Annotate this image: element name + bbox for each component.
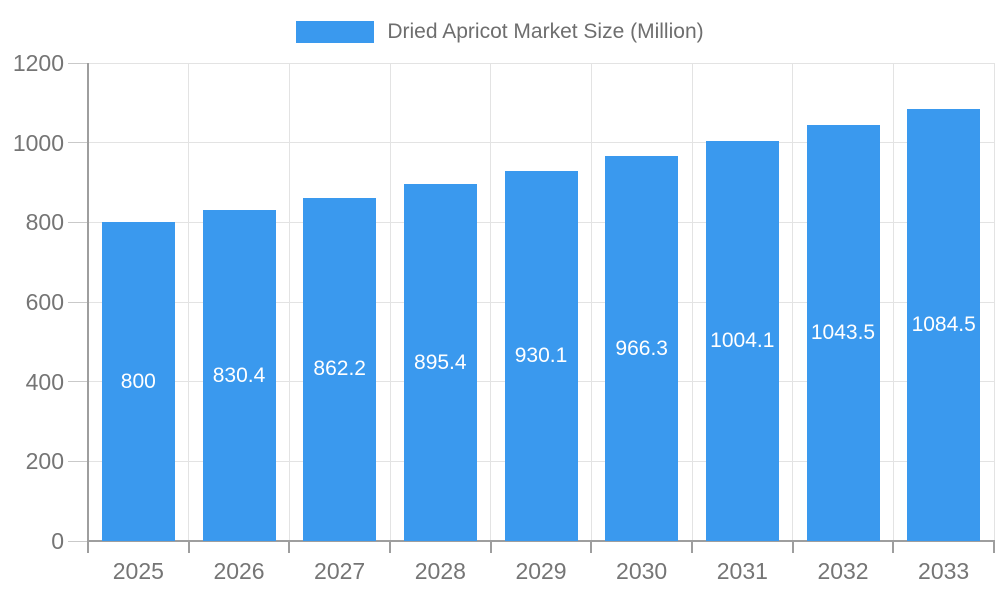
bar[interactable] [806, 125, 880, 541]
bar[interactable] [705, 141, 779, 541]
h-gridline [88, 142, 994, 144]
x-tick-label: 2027 [314, 558, 366, 584]
v-gridline [389, 63, 391, 541]
x-axis-tick [590, 541, 593, 553]
legend-swatch [296, 21, 375, 43]
y-tick-label: 1000 [12, 129, 64, 156]
x-axis-tick [389, 541, 391, 553]
x-tick-label: 2032 [817, 558, 869, 584]
v-gridline [188, 63, 190, 541]
bar[interactable] [403, 184, 477, 541]
bar-value-label: 800 [120, 369, 156, 393]
x-tick-label: 2026 [213, 558, 265, 584]
y-tick-label: 600 [25, 289, 64, 315]
x-tick-label: 2033 [918, 558, 970, 584]
x-tick-label: 2028 [414, 558, 466, 584]
bar-value-label: 830.4 [212, 363, 266, 387]
v-gridline [792, 63, 794, 541]
bar[interactable] [202, 210, 276, 541]
x-axis-tick [489, 541, 492, 553]
bar-value-label: 1004.1 [710, 329, 775, 352]
bar-value-label: 895.4 [414, 350, 467, 374]
bar-value-label: 862.2 [313, 357, 366, 381]
bar[interactable] [101, 222, 175, 541]
y-axis-tick [68, 381, 88, 383]
x-tick-label: 2025 [112, 558, 164, 584]
y-axis-tick [68, 62, 88, 64]
bar[interactable] [907, 109, 981, 541]
v-gridline [691, 63, 693, 541]
v-gridline [892, 63, 894, 541]
v-gridline [993, 63, 995, 541]
y-axis-tick [68, 221, 88, 223]
bar[interactable] [605, 156, 679, 541]
bar-value-label: 1043.5 [810, 321, 876, 345]
x-axis-tick [288, 541, 291, 553]
y-tick-label: 400 [25, 368, 64, 395]
x-axis-line [87, 540, 995, 542]
x-axis-tick [993, 541, 995, 553]
y-axis-tick [68, 142, 88, 144]
legend-label: Dried Apricot Market Size (Million) [387, 20, 704, 43]
bar-value-label: 966.3 [615, 336, 668, 360]
x-tick-label: 2029 [515, 558, 567, 584]
bar-value-label: 930.1 [514, 343, 568, 367]
v-gridline [590, 63, 592, 541]
y-tick-label: 200 [25, 448, 64, 475]
x-axis-tick [187, 541, 190, 553]
chart-legend[interactable]: Dried Apricot Market Size (Million) [0, 19, 1000, 45]
y-axis-tick [68, 460, 88, 462]
y-tick-label: 800 [25, 209, 64, 236]
v-gridline [288, 63, 290, 541]
v-gridline [490, 63, 492, 541]
x-axis-tick [892, 541, 895, 553]
y-tick-label: 0 [51, 528, 64, 554]
x-tick-label: 2030 [616, 558, 668, 584]
y-tick-label: 1200 [12, 50, 64, 76]
y-axis-line [87, 63, 89, 553]
bar-value-label: 1084.5 [911, 313, 976, 336]
x-tick-label: 2031 [716, 558, 768, 584]
y-axis-tick [68, 540, 88, 542]
bar[interactable] [504, 170, 578, 541]
x-axis-tick [791, 541, 794, 553]
x-axis-tick [691, 541, 693, 553]
y-axis-tick [68, 301, 88, 303]
h-gridline [88, 62, 994, 64]
bar[interactable] [303, 197, 377, 541]
